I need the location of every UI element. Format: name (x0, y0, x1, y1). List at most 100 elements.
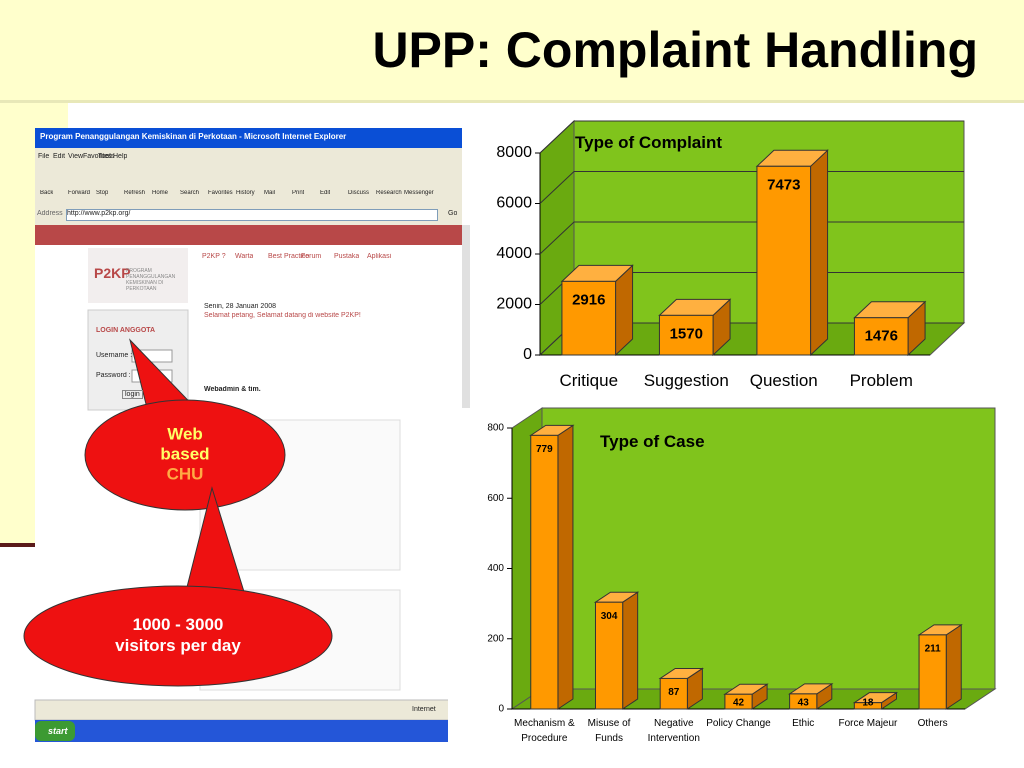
taskbar (35, 720, 462, 742)
status-bar (34, 699, 463, 721)
y-tick-label: 4000 (496, 245, 532, 262)
signature: Webadmin & tim. (204, 386, 261, 393)
toolbar-button: Edit (320, 190, 331, 196)
x-tick-label: Negative Intervention (647, 718, 700, 744)
y-tick-label: 600 (487, 493, 504, 504)
logo-caption: PROGRAM PENANGGULANGAN KEMISKINAN DI PER… (126, 268, 176, 292)
toolbar-button: History (236, 190, 255, 196)
y-tick-label: 8000 (496, 144, 532, 161)
site-banner (35, 225, 462, 245)
start-label: start (48, 726, 68, 736)
y-tick-label: 6000 (496, 195, 532, 212)
chart-title: Type of Complaint (575, 133, 722, 152)
bar (789, 693, 818, 710)
nav-link: P2KP ? (202, 253, 226, 260)
nav-link: Pustaka (334, 253, 360, 260)
x-tick-label: Suggestion (643, 371, 729, 390)
band-edge (0, 100, 1024, 103)
menu-item: File (38, 153, 50, 160)
x-tick-label: Others (917, 718, 948, 729)
rule (0, 543, 36, 547)
date: Senin, 28 Januari 2008 (204, 303, 276, 310)
x-tick-label: Force Majeur (838, 718, 898, 729)
address: http://www.p2kp.org/ (66, 209, 438, 221)
data-label: 779 (536, 444, 553, 455)
y-tick-label: 0 (523, 346, 532, 363)
data-label: 87 (668, 687, 680, 698)
data-label: 7473 (767, 176, 800, 193)
username-label: Username : (96, 352, 133, 359)
nav-link: Forum (301, 253, 322, 260)
data-label: 42 (733, 698, 745, 709)
bar-side (557, 424, 574, 710)
callout-text: 1000 - 3000 (133, 615, 224, 634)
bar (530, 434, 559, 710)
menu-item: Favorites (83, 153, 112, 160)
toolbar-button: Back (40, 190, 54, 196)
x-tick-label: Question (749, 371, 818, 390)
toolbar-button: Discuss (348, 190, 370, 196)
address-label: Address (37, 210, 63, 217)
toolbar-button: Forward (68, 190, 91, 196)
slide-title: UPP: Complaint Handling (372, 22, 978, 78)
toolbar-button: Favorites (208, 190, 233, 196)
data-label: 43 (798, 698, 810, 709)
login-title: LOGIN ANGGOTA (96, 327, 156, 334)
logo: P2KP (94, 265, 131, 281)
callout-text: visitors per day (115, 636, 241, 655)
grid-line (539, 221, 964, 255)
x-tick-label: Critique (559, 371, 619, 390)
nav-link: Aplikasi (367, 253, 392, 260)
toolbar-button: Home (152, 190, 169, 196)
toolbar-button: Research (376, 190, 402, 196)
callout-text: Web (167, 424, 203, 443)
toolbar-button: Refresh (124, 190, 146, 196)
start-button[interactable] (35, 721, 75, 741)
menu-item: View (68, 153, 84, 160)
go-button: Go (448, 210, 458, 217)
bar-side (810, 149, 829, 357)
data-label: 1570 (670, 325, 703, 342)
window-title: Program Penanggulangan Kemiskinan di Per… (40, 132, 347, 141)
browser-titlebar (35, 128, 462, 148)
data-label: 18 (862, 698, 874, 709)
grid-line (539, 120, 964, 154)
toolbar-button: Search (180, 190, 200, 196)
x-tick-label: Policy Change (706, 718, 771, 729)
toolbar-button: Stop (96, 190, 109, 196)
toolbar-button: Print (292, 190, 305, 196)
bar (724, 693, 753, 710)
x-tick-label: Problem (849, 371, 913, 390)
nav-link: Warta (235, 253, 254, 260)
bar (594, 601, 624, 710)
bar (756, 165, 812, 356)
y-tick-label: 200 (487, 633, 504, 644)
nav-link: Best Practice (268, 253, 310, 260)
password-label: Password : (96, 372, 131, 379)
greeting: Selamat petang, Selamat datang di websit… (204, 312, 361, 319)
bar (658, 314, 714, 356)
y-tick-label: 800 (487, 423, 504, 434)
bar (561, 280, 617, 356)
data-label: 2916 (572, 291, 605, 308)
status-text: Internet (412, 706, 436, 713)
data-label: 1476 (865, 328, 898, 345)
bar (853, 702, 883, 710)
data-label: 211 (925, 644, 942, 655)
bar (918, 634, 947, 710)
y-tick-label: 400 (487, 563, 504, 574)
x-tick-label: Ethic (792, 718, 815, 729)
bar-side (622, 591, 639, 710)
callout-text: based (160, 444, 209, 463)
callout (23, 585, 333, 687)
x-tick-label: Mechanism & Procedure (514, 718, 575, 744)
data-label: 304 (601, 611, 618, 622)
login-button: login (122, 390, 143, 399)
logo-box (88, 248, 188, 303)
callout (84, 399, 286, 511)
x-tick-label: Misuse of Funds (587, 718, 631, 744)
callout-text: CHU (167, 464, 204, 483)
toolbar-button: Mail (264, 190, 276, 196)
